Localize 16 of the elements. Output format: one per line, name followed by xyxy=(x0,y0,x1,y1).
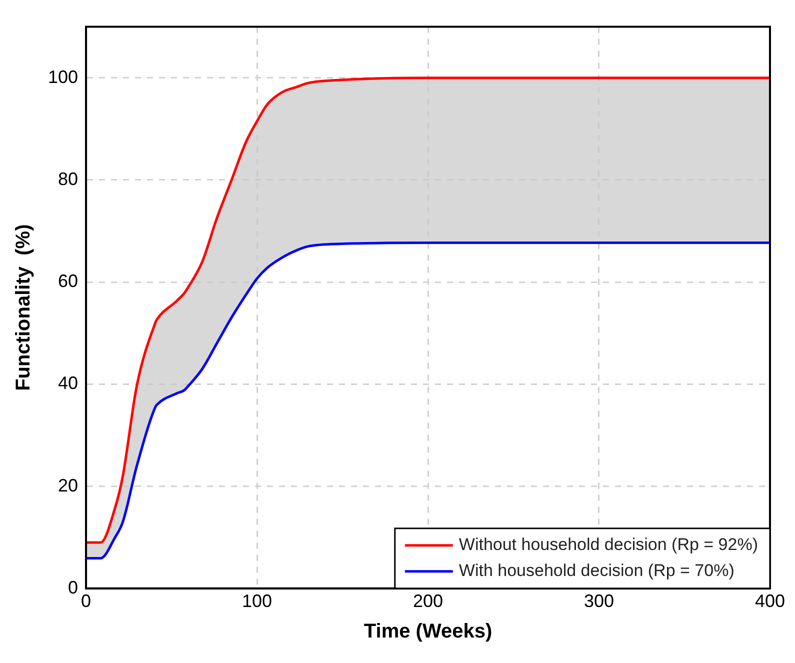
x-axis-title: Time (Weeks) xyxy=(364,620,492,643)
y-tick-label: 40 xyxy=(58,373,78,394)
line-series xyxy=(86,242,770,560)
x-tick-label: 0 xyxy=(81,591,92,612)
y-axis-title: Functionality (%) xyxy=(12,224,35,391)
y-tick-label: 0 xyxy=(68,577,78,598)
x-tick-label: 200 xyxy=(412,591,444,612)
y-tick-label: 20 xyxy=(58,475,78,496)
x-tick-label: 100 xyxy=(242,591,272,612)
legend-label: Without household decision (Rp = 92%) xyxy=(458,535,758,554)
legend-label: With household decision (Rp = 70%) xyxy=(458,561,734,580)
y-tick-label: 60 xyxy=(58,271,78,292)
y-tick-label: 100 xyxy=(48,66,78,87)
x-tick-label: 300 xyxy=(584,591,614,612)
y-tick-label: 80 xyxy=(58,168,78,189)
x-tick-label: 400 xyxy=(754,591,786,612)
